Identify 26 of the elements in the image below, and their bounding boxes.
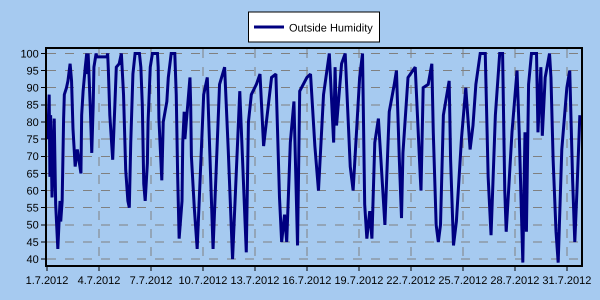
x-tick-label: 16.7.2012 <box>282 275 332 288</box>
y-tick-label: 65 <box>26 168 39 180</box>
y-tick-label: 80 <box>26 116 39 129</box>
x-tick-label: 19.7.2012 <box>334 275 384 288</box>
y-tick-label: 85 <box>26 100 39 112</box>
x-tick-label: 4.7.2012 <box>78 275 120 288</box>
y-tick-label: 70 <box>26 151 39 164</box>
x-tick-label: 22.7.2012 <box>386 275 436 288</box>
x-tick-label: 7.7.2012 <box>130 275 172 288</box>
y-tick-label: 75 <box>26 134 39 146</box>
y-tick-label: 60 <box>26 185 39 198</box>
y-tick-label: 40 <box>26 254 39 266</box>
x-tick-label: 25.7.2012 <box>438 275 488 288</box>
x-tick-label: 28.7.2012 <box>490 275 540 288</box>
line-series <box>47 52 581 264</box>
y-tick-label: 100 <box>20 48 39 60</box>
x-tick-label: 31.7.2012 <box>542 275 592 288</box>
x-tick-label: 1.7.2012 <box>26 275 68 288</box>
y-tick-label: 95 <box>26 65 39 78</box>
legend-label: Outside Humidity <box>289 22 374 34</box>
y-tick-label: 45 <box>26 236 39 249</box>
x-tick-label: 10.7.2012 <box>178 275 228 288</box>
y-tick-label: 50 <box>26 220 39 232</box>
y-tick-label: 90 <box>26 82 39 95</box>
x-tick-label: 13.7.2012 <box>230 275 280 288</box>
y-tick-label: 55 <box>26 202 39 215</box>
